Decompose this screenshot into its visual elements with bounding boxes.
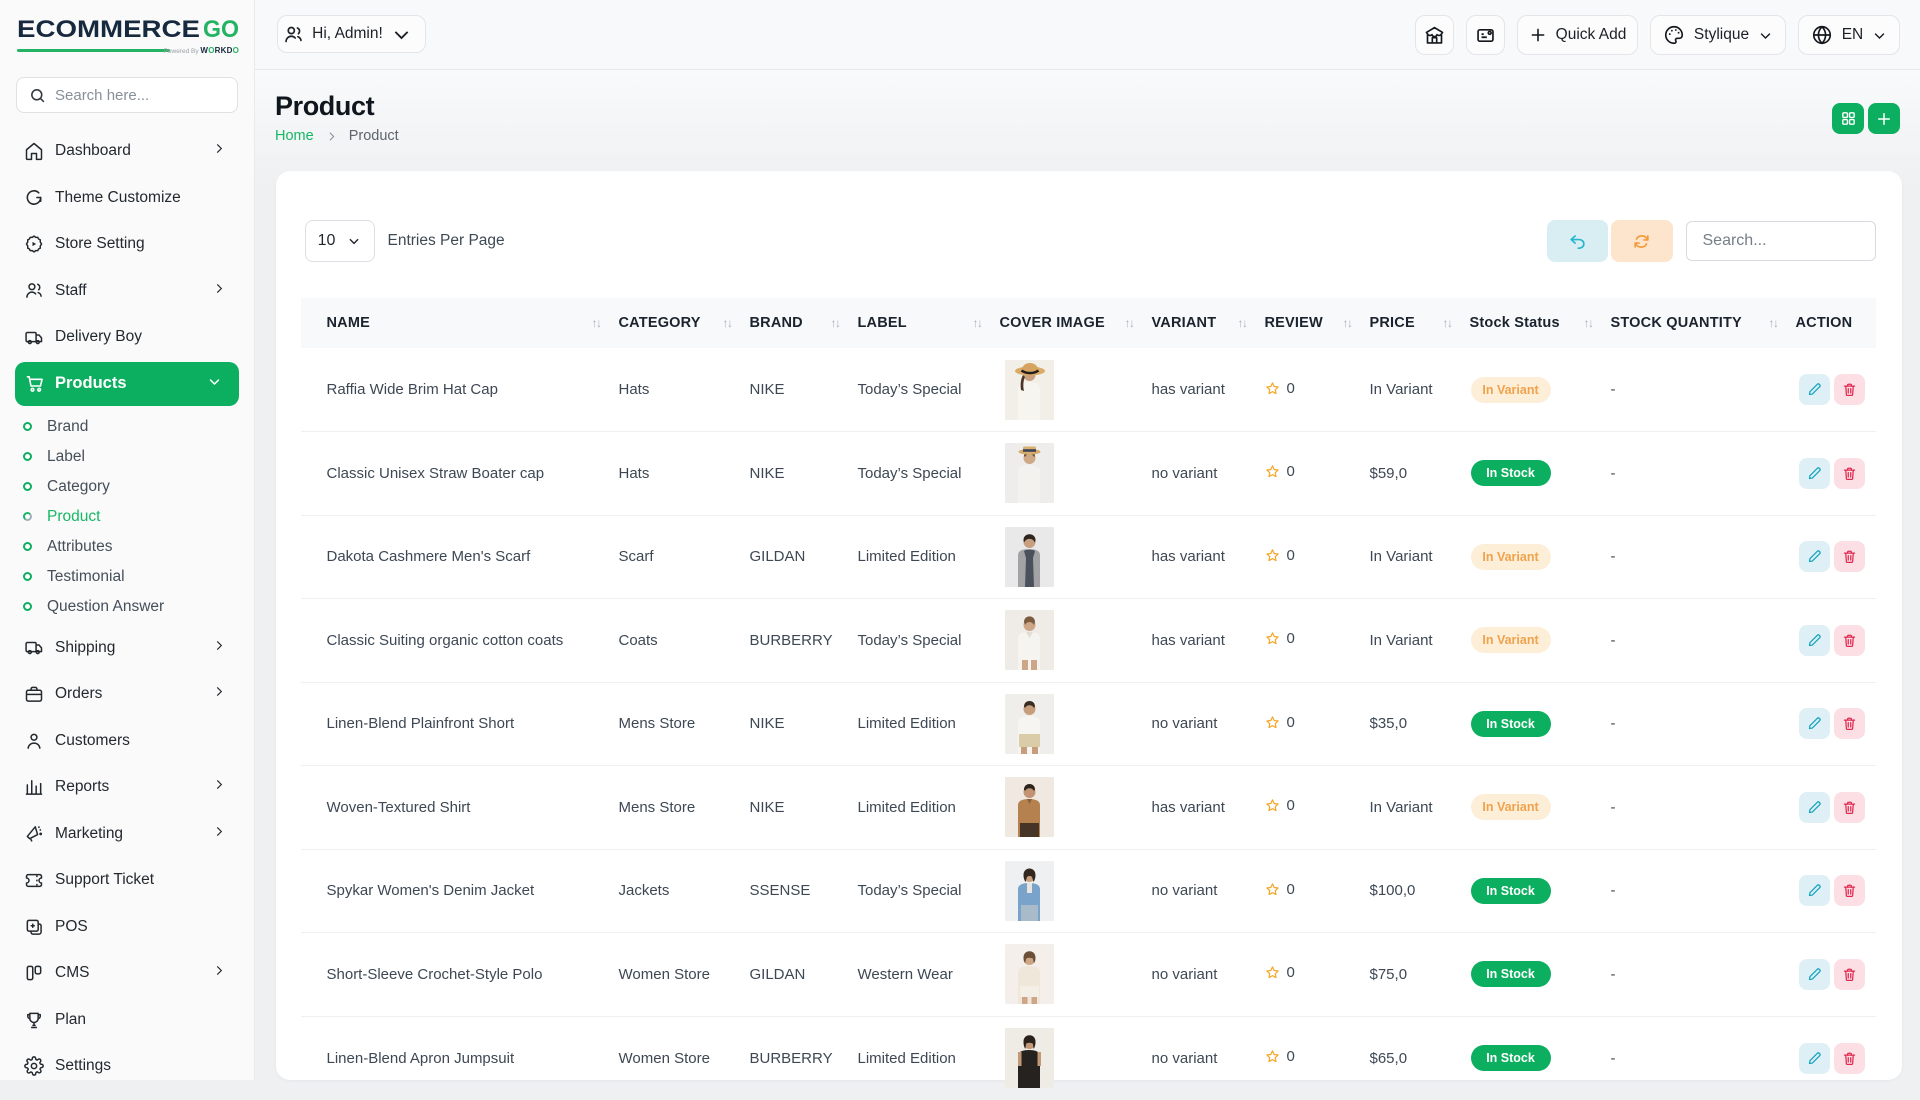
svg-text:ECOMMERCE: ECOMMERCE — [17, 17, 200, 41]
svg-text:GO: GO — [203, 17, 239, 41]
